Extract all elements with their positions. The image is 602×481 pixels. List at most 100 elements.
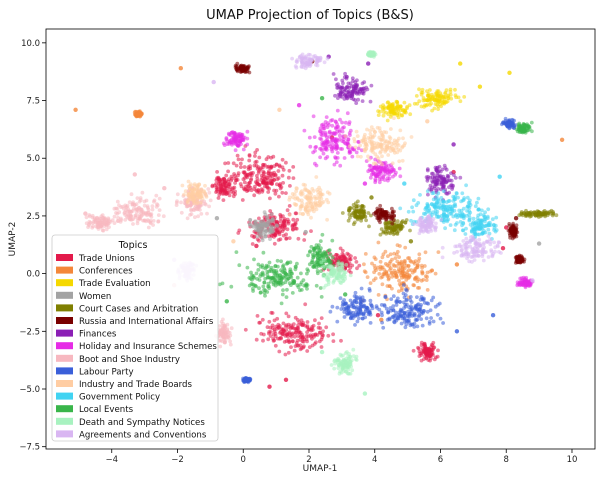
scatter-point <box>524 275 529 280</box>
scatter-point <box>365 87 370 92</box>
scatter-point <box>274 162 279 167</box>
scatter-point <box>339 354 344 358</box>
scatter-point <box>538 212 542 217</box>
scatter-point <box>86 225 90 230</box>
scatter-point <box>447 185 451 190</box>
scatter-point <box>354 358 359 362</box>
scatter-point <box>420 297 425 302</box>
scatter-point <box>363 252 368 256</box>
scatter-point <box>375 209 380 214</box>
scatter-point <box>438 206 443 211</box>
scatter-point <box>430 268 434 273</box>
scatter-point <box>279 336 283 341</box>
scatter-point <box>267 384 272 389</box>
scatter-point <box>430 185 434 190</box>
scatter-point <box>429 298 434 303</box>
scatter-point <box>269 265 274 270</box>
scatter-point <box>224 179 229 184</box>
scatter-point <box>453 244 458 249</box>
scatter-point <box>358 301 363 305</box>
scatter-point <box>302 128 307 133</box>
scatter-point <box>123 218 128 222</box>
scatter-point <box>398 104 403 109</box>
scatter-point <box>383 221 388 226</box>
scatter-point <box>90 213 95 218</box>
scatter-point <box>273 331 278 336</box>
scatter-point <box>353 323 357 327</box>
scatter-point <box>187 191 192 196</box>
scatter-point <box>378 203 383 208</box>
scatter-point <box>385 263 390 268</box>
scatter-point <box>325 190 330 195</box>
scatter-point <box>236 157 241 162</box>
scatter-point <box>410 205 414 210</box>
scatter-point <box>284 311 289 316</box>
scatter-point <box>364 218 368 223</box>
scatter-point <box>234 163 239 168</box>
scatter-point <box>389 297 394 301</box>
scatter-point <box>350 76 355 81</box>
scatter-point <box>335 360 340 365</box>
scatter-point <box>408 239 414 244</box>
scatter-point <box>402 260 407 264</box>
scatter-point <box>347 308 351 313</box>
scatter-point <box>463 232 468 236</box>
scatter-point <box>435 200 440 205</box>
scatter-point <box>354 86 359 90</box>
scatter-point <box>175 192 180 197</box>
scatter-point <box>248 171 253 176</box>
scatter-point <box>334 77 338 82</box>
scatter-point <box>308 144 313 149</box>
scatter-point <box>154 205 159 209</box>
scatter-point <box>411 348 416 353</box>
scatter-point <box>257 183 262 187</box>
scatter-point <box>415 263 420 267</box>
scatter-point <box>399 261 404 266</box>
scatter-point <box>386 220 391 225</box>
scatter-point <box>334 253 338 257</box>
scatter-point <box>258 290 263 295</box>
scatter-point <box>279 259 283 264</box>
scatter-point <box>485 216 490 221</box>
scatter-point <box>492 240 496 245</box>
scatter-point <box>314 340 318 345</box>
scatter-point <box>292 348 297 353</box>
scatter-point <box>273 191 278 196</box>
scatter-point <box>291 165 296 169</box>
scatter-point <box>450 187 454 191</box>
scatter-point <box>132 110 137 115</box>
scatter-point <box>305 194 310 199</box>
scatter-point <box>425 275 429 279</box>
scatter-point <box>335 144 340 149</box>
scatter-point <box>378 150 382 155</box>
scatter-point <box>303 66 308 71</box>
scatter-point <box>354 129 359 134</box>
scatter-point <box>486 227 491 232</box>
scatter-point <box>426 92 431 96</box>
scatter-point <box>253 154 257 158</box>
scatter-point <box>298 192 303 196</box>
scatter-point <box>330 304 335 309</box>
scatter-point <box>306 253 310 258</box>
scatter-point <box>402 143 407 148</box>
scatter-point <box>331 339 336 343</box>
scatter-point <box>157 196 162 201</box>
scatter-point <box>277 164 282 169</box>
scatter-point <box>427 320 432 324</box>
scatter-point <box>294 226 299 231</box>
scatter-point <box>102 219 107 224</box>
scatter-point <box>367 224 371 229</box>
scatter-point <box>409 218 413 223</box>
scatter-point <box>514 223 519 228</box>
scatter-point <box>345 350 349 354</box>
scatter-point <box>263 288 268 293</box>
scatter-point <box>215 170 220 174</box>
scatter-point <box>348 257 352 262</box>
scatter-point <box>386 254 390 258</box>
scatter-point <box>135 207 140 212</box>
scatter-point <box>369 303 374 308</box>
scatter-point <box>475 216 480 221</box>
scatter-point <box>396 289 401 294</box>
scatter-point <box>95 221 99 226</box>
scatter-point <box>307 135 312 140</box>
